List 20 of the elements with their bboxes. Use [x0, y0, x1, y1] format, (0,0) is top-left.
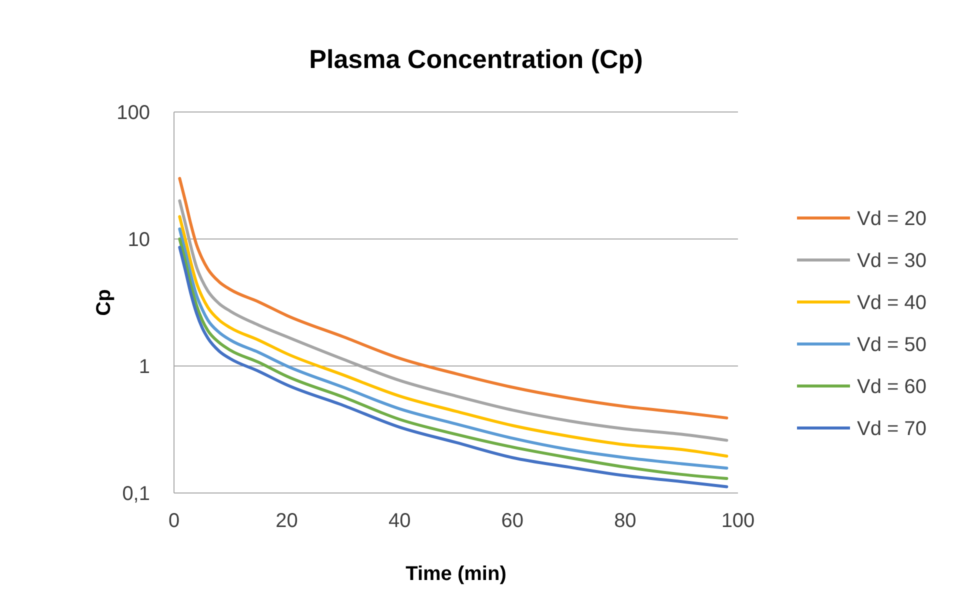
y-axis-title: Cp: [93, 289, 115, 316]
x-tick-label: 40: [388, 510, 411, 532]
y-tick-label: 1: [138, 356, 150, 378]
legend-label: Vd = 20: [857, 208, 927, 230]
legend-label: Vd = 40: [857, 292, 927, 314]
legend-label: Vd = 30: [857, 250, 927, 272]
y-tick-label: 10: [128, 229, 150, 251]
x-tick-label: 20: [276, 510, 298, 532]
x-tick-label: 60: [501, 510, 524, 532]
x-axis-title: Time (min): [406, 563, 506, 585]
x-tick-label: 80: [614, 510, 636, 532]
chart-title: Plasma Concentration (Cp): [309, 44, 643, 74]
legend-label: Vd = 70: [857, 418, 927, 440]
x-tick-label: 0: [168, 510, 180, 532]
line-series: [178, 176, 728, 420]
legend-label: Vd = 50: [857, 334, 927, 356]
y-tick-label: 0,1: [122, 483, 150, 505]
legend-label: Vd = 60: [857, 376, 927, 398]
y-tick-label: 100: [116, 102, 150, 124]
x-tick-label: 100: [721, 510, 755, 532]
